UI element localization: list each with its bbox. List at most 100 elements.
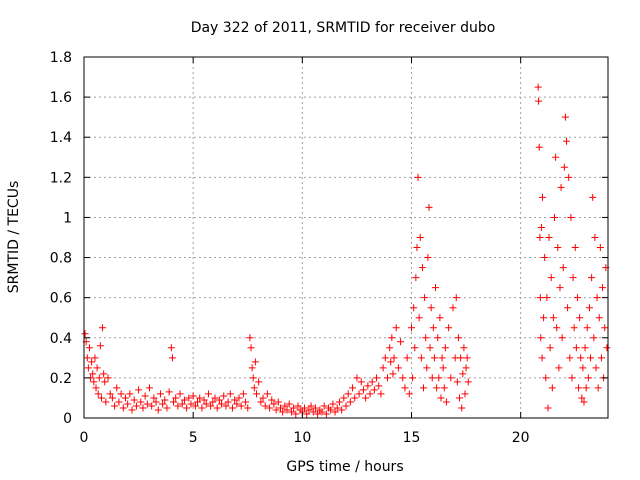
chart-title: Day 322 of 2011, SRMTID for receiver dub…: [191, 20, 496, 36]
data-point: [168, 354, 176, 362]
data-point: [287, 408, 295, 416]
data-point: [579, 364, 587, 372]
data-point: [185, 394, 193, 402]
data-point: [294, 402, 302, 410]
data-point: [575, 384, 583, 392]
data-point: [357, 378, 365, 386]
data-point: [85, 344, 93, 352]
data-point: [542, 374, 550, 382]
data-point: [458, 404, 466, 412]
data-point: [189, 392, 197, 400]
data-point: [150, 394, 158, 402]
data-point: [200, 396, 208, 404]
data-point: [388, 334, 396, 342]
data-point: [84, 364, 92, 372]
data-point: [408, 324, 415, 332]
data-point: [266, 404, 274, 412]
data-point: [132, 402, 140, 410]
data-point: [423, 364, 431, 372]
data-point: [259, 394, 267, 402]
data-point: [111, 402, 119, 410]
data-point: [342, 402, 350, 410]
data-point: [257, 398, 265, 406]
data-point: [167, 344, 175, 352]
data-point: [383, 374, 391, 382]
data-point: [428, 374, 436, 382]
data-point: [387, 358, 395, 366]
data-point: [170, 398, 178, 406]
data-point: [92, 384, 100, 392]
data-point: [386, 344, 394, 352]
data-point: [283, 406, 291, 414]
data-point: [194, 398, 202, 406]
data-point: [344, 390, 352, 398]
data-point: [454, 334, 462, 342]
data-point: [464, 378, 472, 386]
data-point: [429, 324, 437, 332]
data-point: [305, 406, 313, 414]
data-point: [588, 274, 596, 282]
data-point: [88, 358, 96, 366]
data-point: [106, 390, 114, 398]
data-point: [543, 294, 551, 302]
data-point: [539, 193, 546, 201]
data-point: [537, 334, 545, 342]
data-point: [285, 400, 293, 408]
data-point: [405, 390, 413, 398]
data-point: [422, 334, 430, 342]
data-point: [580, 398, 588, 406]
data-point: [113, 384, 121, 392]
data-point: [597, 354, 605, 362]
data-point: [130, 396, 138, 404]
data-point: [353, 374, 361, 382]
data-point: [274, 398, 282, 406]
data-point: [414, 173, 422, 181]
data-point: [572, 344, 580, 352]
data-point: [535, 143, 543, 151]
data-point: [421, 294, 429, 302]
data-point: [126, 390, 134, 398]
data-point: [191, 402, 199, 410]
data-point: [338, 406, 346, 414]
data-point: [204, 390, 212, 398]
data-point: [561, 113, 569, 121]
x-tick-label: 10: [293, 430, 311, 446]
data-point: [249, 374, 257, 382]
x-tick-label: 15: [403, 430, 421, 446]
data-point: [538, 354, 546, 362]
data-point: [558, 334, 566, 342]
data-point: [392, 324, 400, 332]
data-point: [248, 364, 256, 372]
data-point: [311, 404, 319, 412]
data-point: [590, 334, 598, 342]
data-point: [541, 254, 549, 262]
data-point: [247, 344, 255, 352]
data-point: [318, 408, 326, 416]
data-point: [425, 203, 433, 211]
x-tick-label: 5: [189, 430, 198, 446]
data-point: [322, 410, 330, 418]
data-point: [351, 394, 359, 402]
data-point: [592, 364, 600, 372]
y-tick-label: 1.2: [50, 170, 72, 186]
data-point: [255, 378, 263, 386]
data-point: [368, 378, 376, 386]
data-point: [277, 404, 284, 412]
data-point: [544, 404, 552, 412]
data-point: [375, 382, 383, 390]
data-point: [309, 408, 317, 416]
data-point: [534, 83, 542, 91]
data-point: [584, 374, 592, 382]
data-point: [397, 338, 405, 346]
data-point: [379, 364, 387, 372]
x-tick-label: 20: [512, 430, 530, 446]
data-point: [213, 404, 221, 412]
data-point: [99, 324, 107, 332]
data-point: [246, 334, 254, 342]
data-point: [548, 384, 556, 392]
data-point: [141, 392, 149, 400]
data-point: [346, 398, 354, 406]
data-point: [413, 244, 421, 252]
data-point: [552, 153, 560, 161]
data-point: [399, 374, 407, 382]
